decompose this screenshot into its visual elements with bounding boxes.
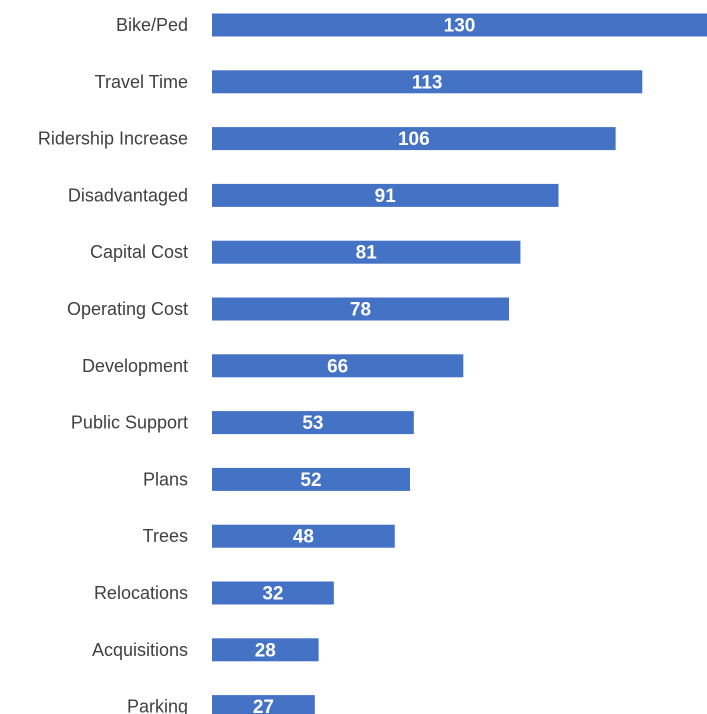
bar-group: Disadvantaged 91 [68,183,559,207]
bar [212,240,521,264]
bar-value-label: 32 [262,584,283,605]
category-label: Operating Cost [67,299,188,319]
bar [212,467,410,491]
bar-value-label: 66 [327,356,348,377]
bar-group: Development 66 [82,354,464,378]
bar-group: Acquisitions 28 [92,638,319,662]
bar-group: Travel Time 113 [95,70,643,94]
bar [212,13,707,37]
category-label: Disadvantaged [68,185,188,205]
bar [212,581,334,605]
bar-value-label: 28 [255,640,276,661]
bar [212,695,315,714]
category-label: Ridership Increase [38,129,188,149]
bar [212,411,414,435]
bars-layer: Bike/Ped 130 Travel Time 113 Ridership Incre… [38,13,707,714]
bar-value-label: 78 [350,300,371,321]
bar-value-label: 48 [293,527,314,548]
bar-value-label: 91 [375,186,397,207]
bar-value-label: 53 [302,413,323,434]
bar [212,297,509,321]
category-label: Travel Time [95,72,188,92]
category-label: Parking [127,697,188,714]
bar [212,638,319,662]
bar-value-label: 27 [253,697,274,714]
bar-value-label: 52 [300,470,321,491]
bar-group: Capital Cost 81 [90,240,521,264]
category-label: Development [82,356,188,376]
bar-value-label: 106 [398,129,430,150]
bar-value-label: 81 [356,243,378,264]
category-label: Public Support [71,413,188,433]
category-label: Bike/Ped [116,15,188,35]
bar [212,524,395,548]
category-label: Trees [143,526,188,546]
bar-group: Public Support 53 [71,411,414,435]
bar [212,183,559,207]
category-label: Capital Cost [90,242,188,262]
category-label: Relocations [94,583,188,603]
bar-group: Trees 48 [143,524,395,548]
bar-value-label: 113 [412,72,443,93]
category-label: Acquisitions [92,640,188,660]
bar [212,354,464,378]
bar-group: Relocations 32 [94,581,334,605]
bar-value-label: 130 [444,16,476,37]
bar [212,70,643,94]
category-label: Plans [143,469,188,489]
bar-group: Plans 52 [143,467,410,491]
bar-group: Operating Cost 78 [67,297,509,321]
bar [212,127,616,151]
bar-group: Bike/Ped 130 [116,13,707,37]
bar-group: Parking 27 [127,695,315,714]
bar-group: Ridership Increase 106 [38,127,616,151]
